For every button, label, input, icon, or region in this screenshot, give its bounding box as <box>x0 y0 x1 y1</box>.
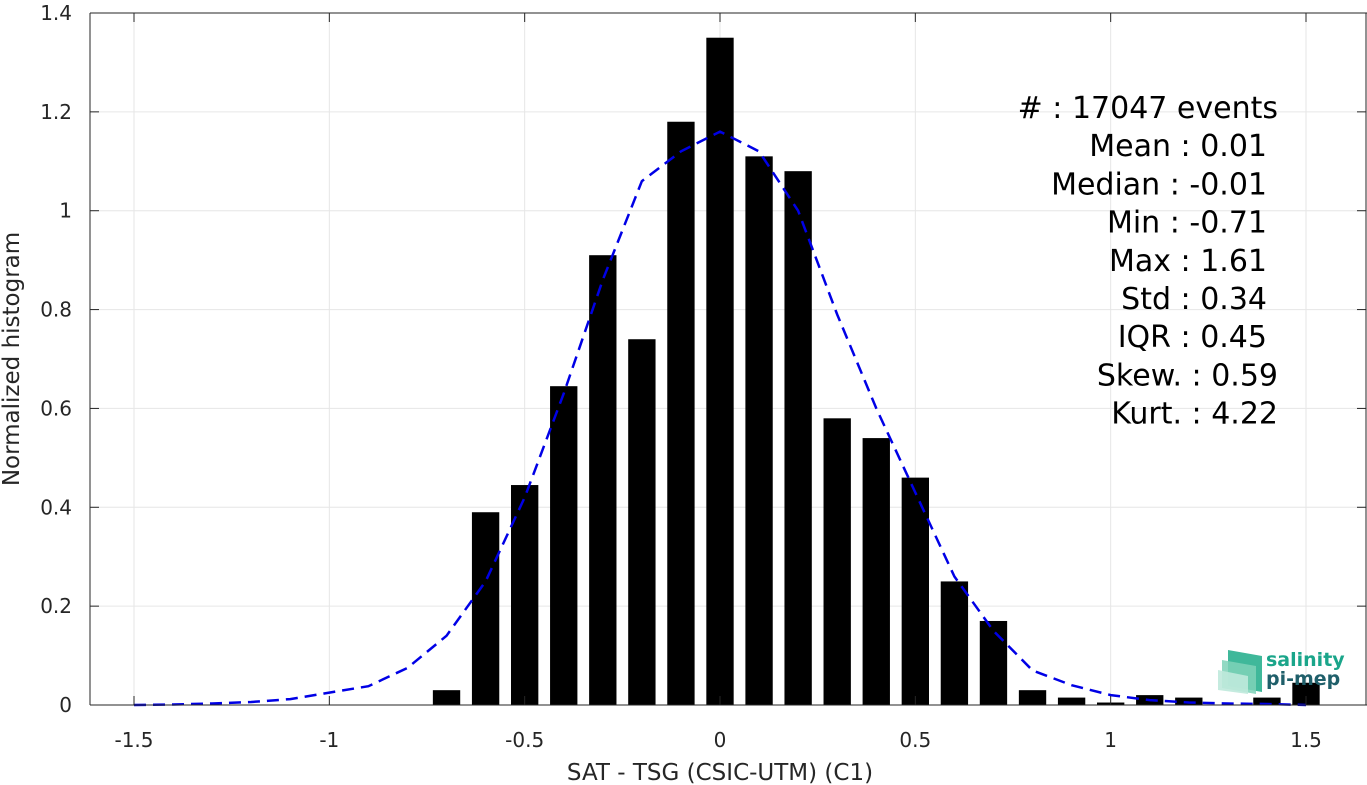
histogram-bar <box>1253 697 1281 705</box>
bars <box>432 37 1320 706</box>
stat-line: IQR : 0.45 <box>1118 320 1267 355</box>
histogram-bar <box>510 485 539 705</box>
histogram-bar <box>706 37 734 705</box>
histogram-bar <box>550 386 578 705</box>
histogram-bar <box>901 477 930 705</box>
y-tick-label: 0.4 <box>40 495 72 519</box>
axes <box>89 12 1367 706</box>
histogram-bar <box>628 339 656 705</box>
x-tick-label: -1.5 <box>114 728 153 752</box>
stat-line: # : 17047 events <box>1018 91 1278 126</box>
tick-labels: -1.5 -1 -0.5 0 0.5 1 1.5 0 0.2 0.4 0.6 0.8 1 1.2 1.4 <box>40 1 1322 752</box>
x-tick-label: -1 <box>319 728 339 752</box>
stat-line: Skew. : 0.59 <box>1097 358 1278 393</box>
salinity-pimep-logo: salinity pi-mep <box>1218 649 1345 694</box>
histogram-bar <box>745 156 773 706</box>
histogram-bar <box>784 171 812 705</box>
histogram-bar <box>667 121 695 705</box>
x-tick-label: 0.5 <box>899 728 931 752</box>
logo-wave-icon <box>1218 650 1262 694</box>
stat-line: Median : -0.01 <box>1051 167 1267 202</box>
y-tick-label: 1 <box>59 199 72 223</box>
histogram-bar <box>1018 690 1047 705</box>
gaussian-fit-curve <box>133 130 1307 707</box>
histogram-bar <box>940 581 969 705</box>
histogram-bar <box>471 512 500 705</box>
x-tick-label: -0.5 <box>505 728 544 752</box>
y-tick-label: 0.6 <box>40 396 72 420</box>
y-tick-label: 0.2 <box>40 594 72 618</box>
stat-line: Mean : 0.01 <box>1089 129 1267 164</box>
fit-curve-layer <box>133 130 1307 707</box>
y-tick-label: 0.8 <box>40 298 72 322</box>
y-tick-label: 1.4 <box>40 1 72 25</box>
x-axis-title: SAT - TSG (CSIC-UTM) (C1) <box>567 760 873 785</box>
histogram-bar <box>1057 697 1086 705</box>
y-tick-label: 1.2 <box>40 100 72 124</box>
histogram-bar <box>1292 682 1320 705</box>
y-axis-title: Normalized histogram <box>0 232 25 486</box>
y-tick-label: 0 <box>59 693 72 717</box>
stat-line: Kurt. : 4.22 <box>1111 397 1278 432</box>
histogram-bar <box>432 690 461 705</box>
histogram-bar <box>862 438 890 705</box>
stat-line: Min : -0.71 <box>1107 206 1267 241</box>
stat-line: Max : 1.61 <box>1109 244 1267 279</box>
logo-line1: salinity <box>1266 649 1345 671</box>
x-tick-label: 1 <box>1104 728 1117 752</box>
x-tick-label: 1.5 <box>1290 728 1322 752</box>
stat-line: Std : 0.34 <box>1121 282 1267 317</box>
histogram-bar <box>979 620 1008 705</box>
x-tick-label: 0 <box>714 728 727 752</box>
histogram-bar <box>823 418 851 705</box>
logo-line2: pi-mep <box>1266 668 1340 690</box>
histogram-bar <box>589 255 617 705</box>
